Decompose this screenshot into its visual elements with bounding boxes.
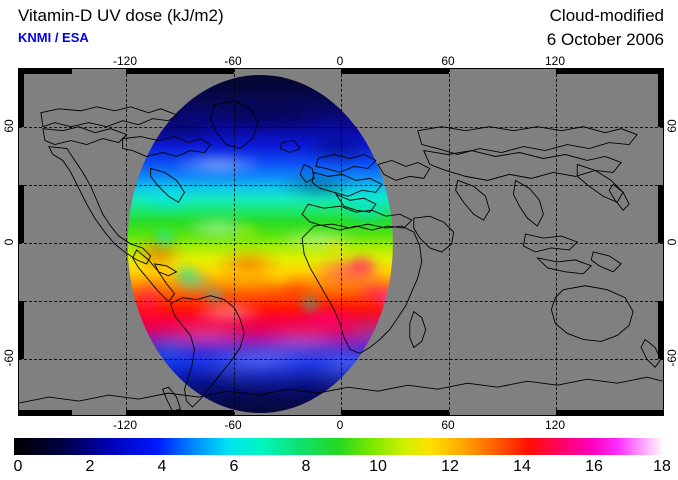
product-type-label: Cloud-modified	[549, 6, 664, 25]
figure-header: Vitamin-D UV dose (kJ/m2) KNMI / ESA Clo…	[0, 0, 678, 56]
colorbar-tick-16: 16	[585, 458, 603, 475]
lat-tick-label-left--60: -60	[2, 349, 16, 367]
gridline-lon-120	[556, 69, 557, 415]
lon-tick-label-bottom-60: 60	[441, 418, 455, 432]
colorbar-tick-2: 2	[85, 458, 95, 475]
gridline-lon--60	[234, 69, 235, 415]
lon-tick-label-top--120: -120	[112, 54, 138, 68]
lon-tick-label-bottom-120: 120	[544, 418, 566, 432]
institution-credit: KNMI / ESA	[18, 30, 89, 45]
lon-tick-label-top-0: 0	[336, 54, 344, 68]
colorbar-tick-8: 8	[301, 458, 311, 475]
gridline-lon--120	[126, 69, 127, 415]
lon-tick-label-bottom--60: -60	[224, 418, 242, 432]
gridline-lat--30	[19, 301, 663, 302]
gridline-lon-60	[449, 69, 450, 415]
lat-tick-label-left-60: 60	[2, 119, 16, 133]
map-clip	[19, 69, 663, 415]
colorbar-tick-4: 4	[157, 458, 167, 475]
gridline-lon-0	[341, 69, 342, 415]
lon-tick-label-bottom--120: -120	[112, 418, 138, 432]
lat-tick-label-left-0: 0	[2, 238, 16, 246]
colorbar-tick-0: 0	[13, 458, 23, 475]
page-title: Vitamin-D UV dose (kJ/m2)	[18, 6, 224, 25]
colorbar-tick-12: 12	[441, 458, 459, 475]
lon-tick-label-bottom-0: 0	[336, 418, 344, 432]
lat-tick-label-right-60: 60	[665, 119, 678, 133]
map-plot-area[interactable]	[18, 68, 664, 416]
colorbar-tick-14: 14	[513, 458, 531, 475]
lat-tick-label-right--60: -60	[665, 349, 678, 367]
colorbar-tick-10: 10	[369, 458, 387, 475]
gridline-lat-30	[19, 185, 663, 186]
gridline-lat--60	[19, 359, 663, 360]
colorbar-tick-18: 18	[653, 458, 671, 475]
gridline-lat-0	[19, 243, 663, 244]
colorbar-gradient[interactable]	[14, 438, 664, 455]
date-label: 6 October 2006	[546, 30, 664, 49]
lat-tick-label-right-0: 0	[665, 238, 678, 246]
colorbar-tick-6: 6	[229, 458, 239, 475]
lon-tick-label-top-120: 120	[544, 54, 566, 68]
gridline-lat-60	[19, 127, 663, 128]
lon-tick-label-top-60: 60	[441, 54, 455, 68]
lon-tick-label-top--60: -60	[224, 54, 242, 68]
